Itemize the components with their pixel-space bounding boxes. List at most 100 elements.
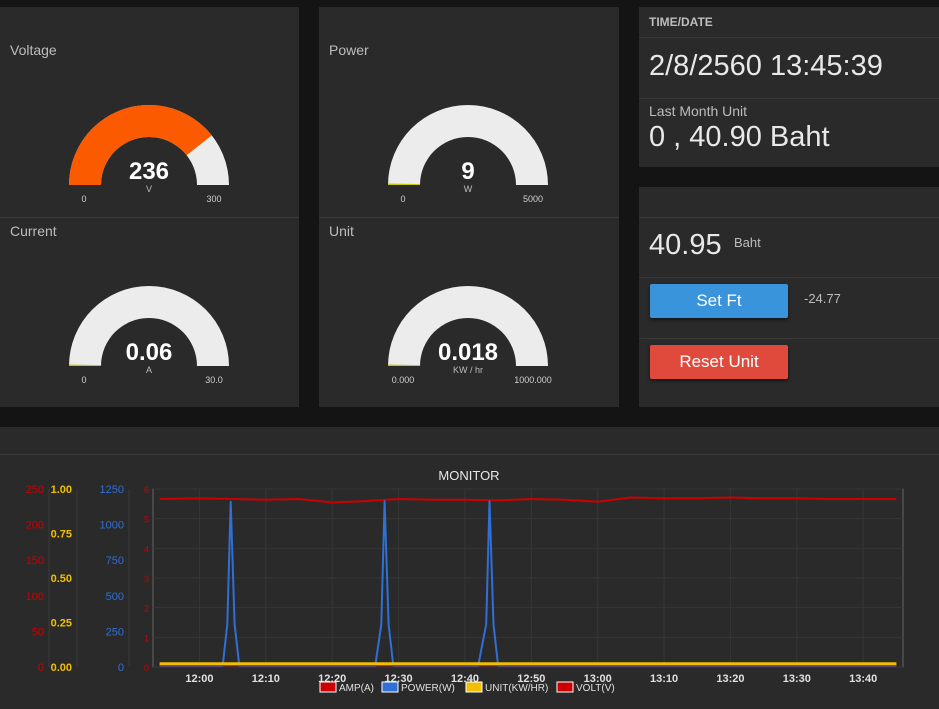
set-ft-button[interactable]: Set Ft [650,284,788,318]
gauge-max: 30.0 [205,375,223,385]
panel-divider [639,338,939,339]
panel-divider [639,217,939,218]
monitor-chart: MONITOR 12:00 12:10 12:20 12:30 12:40 12:50 13… [26,468,904,694]
y-tick-label: 150 [26,555,44,567]
y-tick-label: 0.75 [51,529,72,541]
y-tick-label: 0.25 [51,618,72,630]
y-tick-label: 250 [106,626,124,638]
x-tick-label: 12:10 [252,673,280,685]
gauge-max: 300 [206,194,221,204]
gauge-fill [69,364,102,366]
x-tick-label: 13:00 [584,673,612,685]
ft-value: -24.77 [804,291,841,306]
gauge-max: 1000.000 [514,375,552,385]
panel-divider [639,98,939,99]
x-tick-label: 13:40 [849,673,877,685]
gauge-value: 0.018 [438,339,498,366]
y-tick-label: 1.00 [51,484,72,496]
voltage-gauge: Voltage 236 V 0 300 [0,30,299,217]
gauge-unit: A [146,365,152,375]
x-tick-label: 13:30 [783,673,811,685]
x-tick-label: 13:20 [716,673,744,685]
legend-label: POWER(W) [401,683,455,694]
gauge-min: 0 [400,194,405,204]
gauge-track [388,286,548,366]
y-tick-label: 4 [144,544,149,554]
gauge-title: Voltage [10,42,57,58]
unit-gauge: Unit 0.018 KW / hr 0.000 1000.000 [319,211,619,407]
gauge-fill [388,364,421,366]
gauge-dial: 0.06A 0 30.0 [69,286,229,385]
voltage-panel [0,7,299,407]
gauge-unit: W [464,184,473,194]
gauge-unit: V [146,184,152,194]
y-tick-label: 1250 [100,484,124,496]
series-line-voltv [159,496,897,504]
panel-divider [639,277,939,278]
last-month-label: Last Month Unit [649,103,748,119]
time-panel: TIME/DATE 2/8/2560 13:45:39 Last Month U… [639,7,939,167]
last-month-value: 0 , 40.90 Baht [649,121,830,153]
gauge-track [69,286,229,366]
gauge-min: 0.000 [392,375,415,385]
y-tick-label: 0.50 [51,573,72,585]
y-tick-label: 50 [32,626,44,638]
y-tick-label: 500 [106,591,124,603]
power-gauge: Power 9 W 0 5000 [319,30,619,217]
y-tick-label: 2 [144,604,149,614]
legend-label: UNIT(KW/HR) [485,683,548,694]
series-line-powerw [159,500,897,667]
current-gauge: Current 0.06 A 0 30.0 [0,211,299,407]
y-tick-label: 100 [26,591,44,603]
panel-divider [0,454,939,455]
legend-label: AMP(A) [339,683,374,694]
legend-swatch [465,681,483,693]
gauge-title: Unit [329,223,354,239]
x-tick-label: 13:10 [650,673,678,685]
gauge-track [388,105,548,185]
gauge-min: 0 [81,375,86,385]
monitor-panel: MONITOR 12:00 12:10 12:20 12:30 12:40 12:50 13… [0,427,939,709]
x-tick-label: 12:00 [185,673,213,685]
gauge-divider [0,217,299,218]
control-panel: 40.95 Baht Set Ft -24.77 Reset Unit [639,187,939,407]
baht-value: 40.95 [649,229,722,261]
y-tick-label: 1 [144,633,149,643]
y-tick-label: 1000 [100,520,124,532]
y-tick-label: 250 [26,484,44,496]
gauge-value: 236 [129,158,169,185]
chart-title: MONITOR [438,468,499,483]
gauge-value: 9 [461,158,474,185]
gauge-unit: KW / hr [453,365,483,375]
time-date-value: 2/8/2560 13:45:39 [649,50,883,82]
gauge-value: 0.06 [126,339,173,366]
gauge-fill [69,104,212,185]
panel-divider [639,37,939,38]
gauge-min: 0 [81,194,86,204]
y-tick-label: 5 [144,515,149,525]
y-tick-label: 200 [26,520,44,532]
y-tick-label: 750 [106,555,124,567]
legend-swatch [381,681,399,693]
y-tick-label: 6 [144,485,149,495]
reset-unit-button[interactable]: Reset Unit [650,345,788,379]
gauge-dial: 9W 0 5000 [388,105,548,204]
legend-swatch [319,681,337,693]
gauge-max: 5000 [523,194,543,204]
legend-label: VOLT(V) [576,683,615,694]
legend-swatch [556,681,574,693]
gauge-fill [388,183,421,185]
y-tick-label: 0 [38,662,44,674]
y-tick-label: 0 [118,662,124,674]
gauge-title: Power [329,42,369,58]
power-panel [319,7,619,407]
baht-unit: Baht [734,235,761,250]
time-date-label: TIME/DATE [649,15,713,29]
gauge-title: Current [10,223,57,239]
gauge-divider [319,217,619,218]
y-tick-label: 0 [144,663,149,673]
x-tick-label: 12:50 [517,673,545,685]
y-tick-label: 0.00 [51,662,72,674]
